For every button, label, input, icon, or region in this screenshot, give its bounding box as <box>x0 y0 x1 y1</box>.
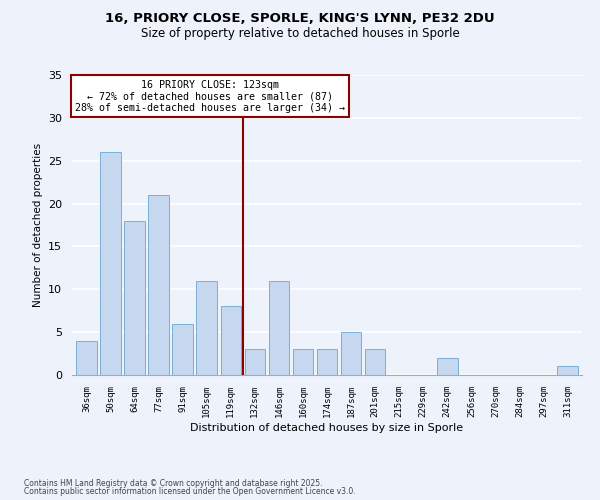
Bar <box>124 220 145 375</box>
Text: Contains HM Land Registry data © Crown copyright and database right 2025.: Contains HM Land Registry data © Crown c… <box>24 478 323 488</box>
Bar <box>365 350 385 375</box>
Bar <box>245 350 265 375</box>
Y-axis label: Number of detached properties: Number of detached properties <box>32 143 43 307</box>
Bar <box>221 306 241 375</box>
Text: Contains public sector information licensed under the Open Government Licence v3: Contains public sector information licen… <box>24 487 356 496</box>
Text: Size of property relative to detached houses in Sporle: Size of property relative to detached ho… <box>140 28 460 40</box>
Bar <box>172 324 193 375</box>
Bar <box>100 152 121 375</box>
Bar <box>269 280 289 375</box>
Bar <box>293 350 313 375</box>
Text: 16 PRIORY CLOSE: 123sqm
← 72% of detached houses are smaller (87)
28% of semi-de: 16 PRIORY CLOSE: 123sqm ← 72% of detache… <box>75 80 345 112</box>
Bar <box>76 340 97 375</box>
Bar <box>317 350 337 375</box>
X-axis label: Distribution of detached houses by size in Sporle: Distribution of detached houses by size … <box>190 422 464 432</box>
Bar <box>341 332 361 375</box>
Bar <box>196 280 217 375</box>
Bar <box>148 195 169 375</box>
Bar <box>557 366 578 375</box>
Bar <box>437 358 458 375</box>
Text: 16, PRIORY CLOSE, SPORLE, KING'S LYNN, PE32 2DU: 16, PRIORY CLOSE, SPORLE, KING'S LYNN, P… <box>105 12 495 26</box>
